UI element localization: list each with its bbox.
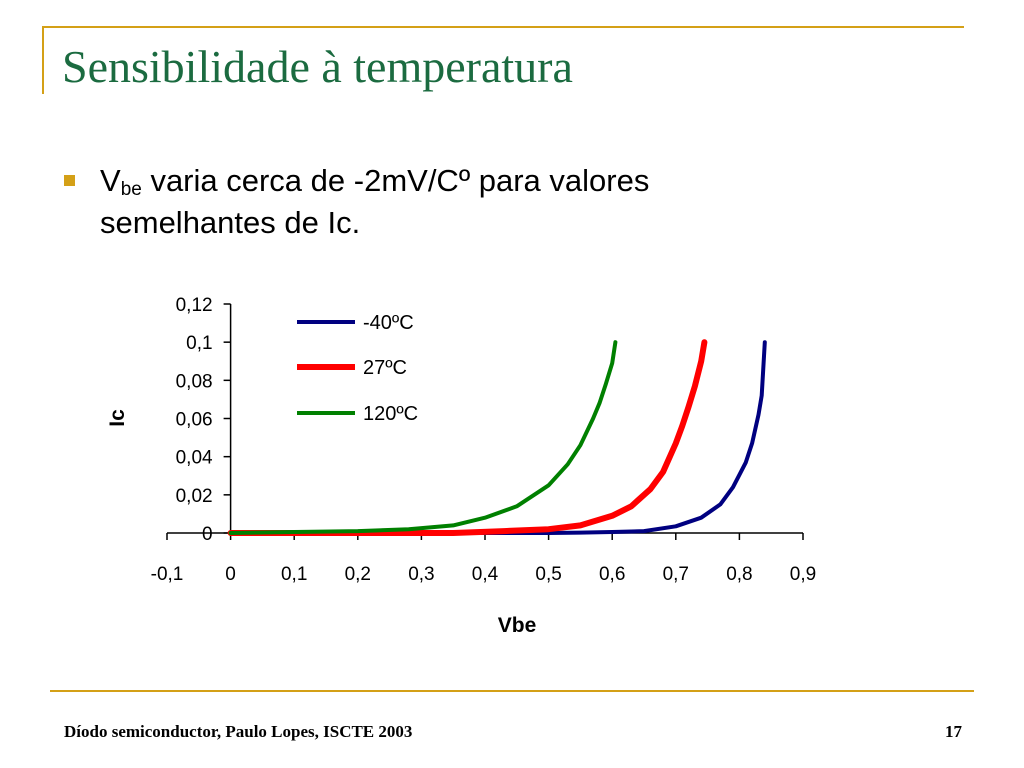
- x-tick-label: 0,9: [790, 564, 816, 585]
- x-tick-label: 0,6: [599, 564, 625, 585]
- vbe-symbol: V: [100, 163, 121, 198]
- y-tick-label: 0,04: [176, 448, 213, 469]
- x-tick-label: 0: [225, 564, 236, 585]
- footer-text: Díodo semiconductor, Paulo Lopes, ISCTE …: [64, 722, 413, 741]
- x-axis-title: Vbe: [498, 614, 537, 637]
- y-tick-label: 0,06: [176, 410, 213, 431]
- x-tick-label: 0,5: [535, 564, 561, 585]
- x-tick-label: 0,4: [472, 564, 499, 585]
- page-number: 17: [945, 722, 962, 741]
- y-axis-title: Ic: [106, 409, 129, 427]
- series-line: [228, 340, 767, 535]
- series-line: [227, 339, 708, 536]
- slide-title: Sensibilidade à temperatura: [62, 41, 573, 92]
- x-tick-label: -0,1: [151, 564, 184, 585]
- top-frame-line: [44, 26, 964, 28]
- legend-label: 27ºC: [363, 357, 407, 379]
- y-tick-label: 0: [202, 524, 213, 545]
- y-tick-label: 0,1: [186, 333, 212, 354]
- footer-line: [50, 690, 974, 692]
- y-tick-label: 0,08: [176, 371, 213, 392]
- bullet-body: varia cerca de -2mV/Cº para valores seme…: [100, 163, 650, 240]
- x-tick-label: 0,1: [281, 564, 307, 585]
- y-tick-label: 0,12: [176, 295, 213, 316]
- x-tick-label: 0,3: [408, 564, 434, 585]
- series-line: [228, 340, 618, 535]
- x-tick-label: 0,2: [345, 564, 371, 585]
- x-tick-label: 0,7: [663, 564, 689, 585]
- x-tick-label: 0,8: [726, 564, 752, 585]
- y-tick-label: 0,02: [176, 486, 213, 507]
- legend-label: 120ºC: [363, 403, 418, 425]
- bullet-text: Vbe varia cerca de -2mV/Cº para valores …: [100, 160, 800, 244]
- left-frame-line: [42, 26, 44, 94]
- bullet-square-icon: [64, 175, 75, 186]
- legend-label: -40ºC: [363, 312, 414, 334]
- vbe-subscript: be: [120, 179, 142, 200]
